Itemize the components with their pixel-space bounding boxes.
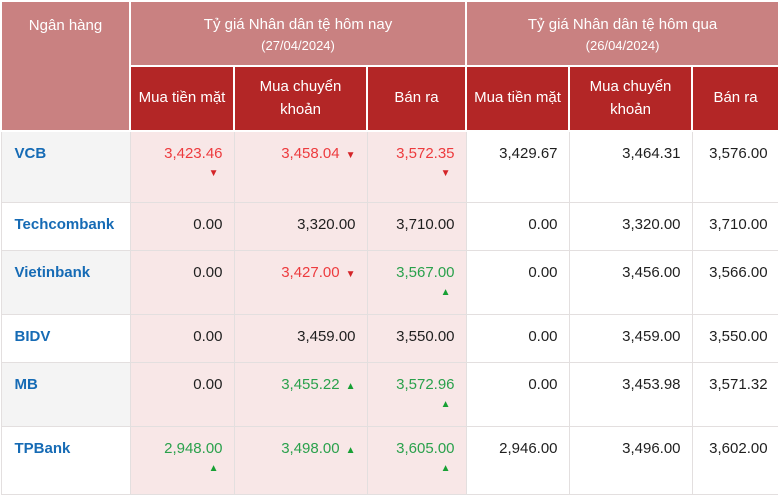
group-header-today: Tỷ giá Nhân dân tệ hôm nay (27/04/2024) (128, 0, 468, 67)
rate-cell-yesterday: 3,459.00 (568, 313, 693, 363)
rate-cell-today: 3,567.00 ▲ (366, 249, 467, 315)
rate-cell-yesterday: 3,453.98 (568, 361, 693, 427)
bank-name: Techcombank (0, 201, 131, 251)
bank-name: TPBank (0, 425, 131, 495)
group-date-yesterday: (26/04/2024) (585, 38, 660, 53)
rate-value: 3,605.00 (396, 439, 455, 457)
rate-cell-today: 3,605.00 ▲ (366, 425, 467, 495)
rate-cell-today: 3,458.04 ▼ (233, 130, 368, 203)
rate-value: 0.00 (193, 375, 223, 393)
table-row: TPBank 2,948.00 ▲ 3,498.00 ▲ 3,605.00 ▲ 2,946.0… (0, 425, 778, 495)
rate-value: 3,459.00 (297, 327, 356, 345)
rate-cell-today: 2,948.00 ▲ (129, 425, 235, 495)
rate-cell-today: 3,572.96 ▲ (366, 361, 467, 427)
trend-arrow-row: ▲ (374, 397, 455, 411)
rate-cell-yesterday: 0.00 (465, 249, 570, 315)
rate-cell-yesterday: 3,566.00 (691, 249, 778, 315)
group-header-yesterday: Tỷ giá Nhân dân tệ hôm qua (26/04/2024) (465, 0, 778, 67)
bank-name: VCB (0, 130, 131, 203)
group-title-today: Tỷ giá Nhân dân tệ hôm nay (203, 16, 393, 33)
column-header-bank: Ngân hàng (0, 0, 131, 132)
rate-cell-yesterday: 3,576.00 (691, 130, 778, 203)
rate-value: 3,498.00 ▲ (281, 439, 356, 457)
rate-cell-today: 0.00 (129, 313, 235, 363)
rate-cell-today: 3,459.00 (233, 313, 368, 363)
rate-value: 3,458.04 ▼ (281, 145, 356, 162)
subheader-yesterday-transfer-buy: Mua chuyển khoản (568, 65, 694, 132)
down-arrow-icon: ▼ (440, 168, 451, 179)
rate-cell-today: 0.00 (129, 201, 235, 251)
rate-cell-yesterday: 0.00 (465, 313, 570, 363)
rates-table-body: VCB 3,423.46 ▼ 3,458.04 ▼ 3,572.35 ▼ 3,429.67 3,… (0, 130, 778, 495)
rate-value: 0.00 (193, 263, 223, 281)
down-arrow-icon: ▼ (345, 268, 356, 280)
rate-cell-today: 3,423.46 ▼ (129, 130, 235, 203)
table-header: Ngân hàng Tỷ giá Nhân dân tệ hôm nay (27… (0, 0, 778, 132)
down-arrow-icon: ▼ (345, 150, 356, 161)
up-arrow-icon: ▲ (440, 462, 451, 474)
rate-cell-yesterday: 3,710.00 (691, 201, 778, 251)
rate-value: 3,572.35 (396, 145, 455, 162)
rate-cell-today: 3,455.22 ▲ (233, 361, 368, 427)
rate-cell-yesterday: 3,496.00 (568, 425, 693, 495)
rate-cell-yesterday: 3,429.67 (465, 130, 570, 203)
trend-arrow-row: ▼ (137, 166, 223, 180)
up-arrow-icon: ▲ (440, 286, 451, 298)
rate-cell-today: 3,498.00 ▲ (233, 425, 368, 495)
rate-cell-yesterday: 0.00 (465, 361, 570, 427)
trend-arrow-row: ▲ (374, 461, 455, 475)
subheader-today-sell: Bán ra (365, 65, 468, 132)
rate-cell-yesterday: 3,550.00 (691, 313, 778, 363)
rate-cell-yesterday: 3,571.32 (691, 361, 778, 427)
rate-value: 3,427.00 ▼ (281, 263, 356, 281)
bank-name: MB (0, 361, 131, 427)
rate-cell-today: 3,550.00 (366, 313, 467, 363)
up-arrow-icon: ▲ (345, 444, 356, 456)
table-row: BIDV 0.00 3,459.00 3,550.00 0.00 3,459.00 3,55… (0, 313, 778, 363)
rate-value: 0.00 (193, 327, 223, 345)
rate-cell-yesterday: 2,946.00 (465, 425, 570, 495)
rate-value: 3,455.22 ▲ (281, 375, 356, 393)
rate-value: 3,320.00 (297, 215, 356, 233)
down-arrow-icon: ▼ (208, 168, 219, 179)
trend-arrow-row: ▲ (374, 285, 455, 299)
rate-cell-yesterday: 3,464.31 (568, 130, 693, 203)
bank-name: BIDV (0, 313, 131, 363)
rate-value: 3,550.00 (396, 327, 455, 345)
trend-arrow-row: ▲ (137, 461, 223, 475)
up-arrow-icon: ▲ (345, 380, 356, 392)
rate-cell-today: 0.00 (129, 249, 235, 315)
table-row: MB 0.00 3,455.22 ▲ 3,572.96 ▲ 0.00 3,453.98 3,57… (0, 361, 778, 427)
rate-cell-today: 3,320.00 (233, 201, 368, 251)
rate-cell-today: 0.00 (129, 361, 235, 427)
rate-cell-yesterday: 3,456.00 (568, 249, 693, 315)
subheader-yesterday-sell: Bán ra (691, 65, 778, 132)
table-row: VCB 3,423.46 ▼ 3,458.04 ▼ 3,572.35 ▼ 3,429.67 3,… (0, 130, 778, 203)
rate-value: 3,567.00 (396, 263, 455, 281)
rate-cell-yesterday: 0.00 (465, 201, 570, 251)
subheader-today-cash-buy: Mua tiền mặt (129, 65, 235, 132)
rate-cell-today: 3,427.00 ▼ (233, 249, 368, 315)
rate-value: 2,948.00 (164, 439, 223, 457)
trend-arrow-row: ▼ (374, 166, 455, 180)
up-arrow-icon: ▲ (440, 398, 451, 410)
rate-value: 3,710.00 (396, 215, 455, 233)
up-arrow-icon: ▲ (208, 462, 219, 474)
rate-value: 0.00 (193, 215, 223, 233)
rate-cell-yesterday: 3,602.00 (691, 425, 778, 495)
rate-cell-today: 3,710.00 (366, 201, 467, 251)
rate-value: 3,423.46 (164, 145, 223, 162)
rate-cell-yesterday: 3,320.00 (568, 201, 693, 251)
group-title-yesterday: Tỷ giá Nhân dân tệ hôm qua (527, 16, 718, 33)
table-row: Vietinbank 0.00 3,427.00 ▼ 3,567.00 ▲ 0.00 3,45… (0, 249, 778, 315)
subheader-yesterday-cash-buy: Mua tiền mặt (465, 65, 571, 132)
table-row: Techcombank 0.00 3,320.00 3,710.00 0.00 3,320… (0, 201, 778, 251)
bank-name: Vietinbank (0, 249, 131, 315)
rate-cell-today: 3,572.35 ▼ (366, 130, 467, 203)
group-date-today: (27/04/2024) (261, 38, 335, 53)
subheader-today-transfer-buy: Mua chuyển khoản (233, 65, 368, 132)
rate-value: 3,572.96 (396, 375, 455, 393)
